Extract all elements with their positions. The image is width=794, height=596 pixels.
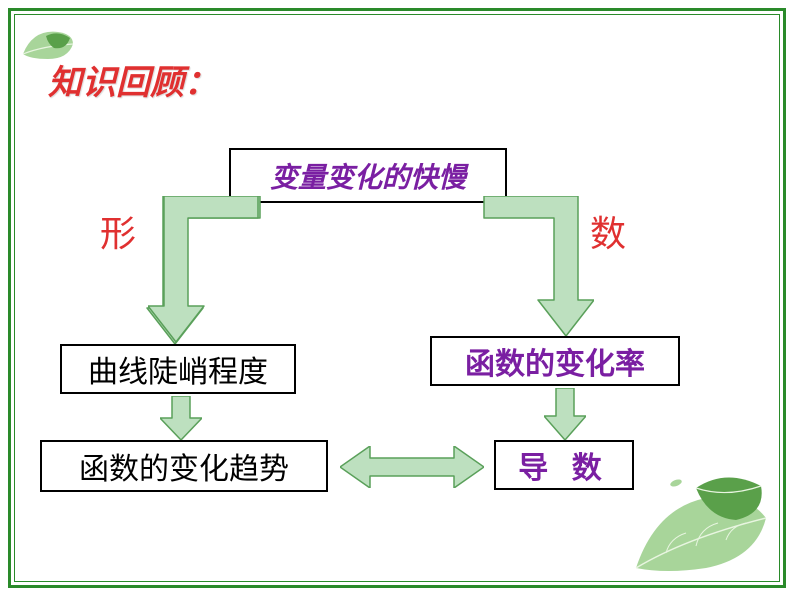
- box-right2-text: 导 数: [518, 443, 610, 487]
- box-rate-of-change: 函数的变化率: [430, 336, 680, 386]
- box-derivative: 导 数: [494, 440, 634, 490]
- arrow-elbow-right: [476, 196, 594, 338]
- arrow-down-left: [160, 396, 202, 440]
- label-number: 数: [590, 205, 626, 257]
- label-shape: 形: [100, 205, 136, 257]
- page-title: 知识回顾：: [48, 55, 218, 104]
- leaf-bottom-right-icon: [626, 468, 776, 578]
- arrow-down-right: [544, 388, 586, 440]
- box-left2-text: 函数的变化趋势: [79, 444, 289, 488]
- box-curve-steepness: 曲线陡峭程度: [60, 344, 296, 394]
- box-top-text: 变量变化的快慢: [270, 156, 466, 196]
- box-top: 变量变化的快慢: [229, 148, 507, 203]
- arrow-elbow-left-clean: [148, 196, 266, 344]
- box-left1-text: 曲线陡峭程度: [88, 347, 268, 391]
- box-function-trend: 函数的变化趋势: [40, 440, 328, 492]
- arrow-bidir: [340, 446, 484, 488]
- box-right1-text: 函数的变化率: [465, 339, 645, 383]
